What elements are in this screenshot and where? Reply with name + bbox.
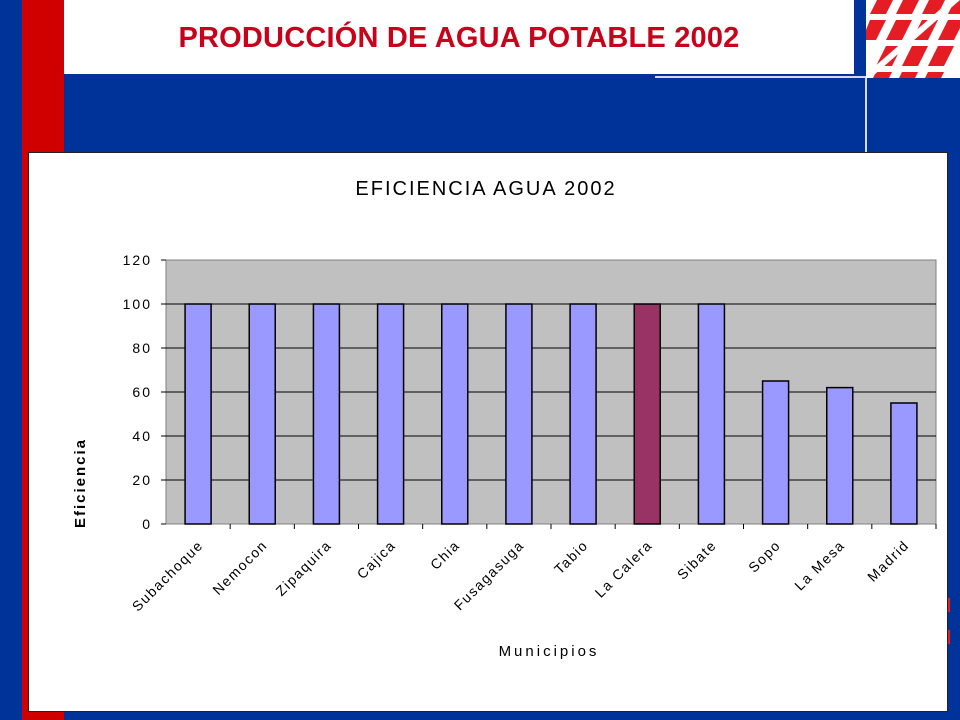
title-bar bbox=[64, 0, 854, 74]
x-tick-label: Chia bbox=[427, 537, 463, 573]
decor-line-horizontal bbox=[655, 76, 865, 78]
chart-panel: EFICIENCIA AGUA 2002 0 20 40 60 80 100 120 Sub… bbox=[28, 152, 948, 712]
y-axis-label: Eficiencia bbox=[72, 438, 89, 528]
x-tick-label: Cajica bbox=[354, 537, 399, 582]
bar-cajica bbox=[376, 303, 405, 525]
red-lattice-logo-icon bbox=[862, 0, 960, 81]
x-tick-label: Subachoque bbox=[129, 537, 207, 615]
bar-sibate bbox=[697, 303, 726, 525]
y-tick-label: 0 bbox=[142, 516, 152, 532]
y-tick-label: 120 bbox=[123, 252, 152, 268]
bar-subachoque bbox=[184, 303, 212, 525]
slide-title: PRODUCCIÓN DE AGUA POTABLE 2002 bbox=[178, 22, 740, 54]
bar-la-calera bbox=[633, 303, 661, 525]
x-tick-label: Madrid bbox=[864, 537, 912, 585]
bar-chia bbox=[441, 303, 469, 525]
bar-nemocon bbox=[248, 303, 276, 525]
bar-madrid bbox=[890, 402, 918, 525]
y-tick-label: 60 bbox=[132, 384, 152, 400]
efficiency-bar-chart: EFICIENCIA AGUA 2002 0 20 40 60 80 100 120 Sub… bbox=[72, 178, 937, 660]
x-tick-label: La Calera bbox=[592, 537, 656, 601]
bar-sopo bbox=[761, 380, 790, 525]
chart-title: EFICIENCIA AGUA 2002 bbox=[355, 178, 616, 200]
y-tick-label: 40 bbox=[132, 428, 152, 444]
bar-zipaquira bbox=[312, 303, 341, 525]
y-tick-label: 80 bbox=[132, 340, 152, 356]
y-tick-label: 100 bbox=[123, 296, 152, 312]
x-tick-label: Sopo bbox=[745, 537, 784, 576]
x-tick-label: Tabio bbox=[551, 537, 591, 577]
x-tick-label: Zipaquira bbox=[272, 537, 334, 599]
bar-fusagasuga bbox=[505, 303, 533, 525]
x-tick-label: La Mesa bbox=[791, 537, 848, 594]
y-tick-label: 20 bbox=[132, 472, 152, 488]
bar-la-mesa bbox=[826, 386, 854, 525]
x-tick-label: Sibate bbox=[674, 537, 720, 583]
bar-tabio bbox=[569, 303, 597, 525]
x-axis-label: Municipios bbox=[499, 643, 600, 660]
decor-line-vertical bbox=[865, 76, 867, 154]
x-tick-label: Nemocon bbox=[209, 537, 270, 598]
